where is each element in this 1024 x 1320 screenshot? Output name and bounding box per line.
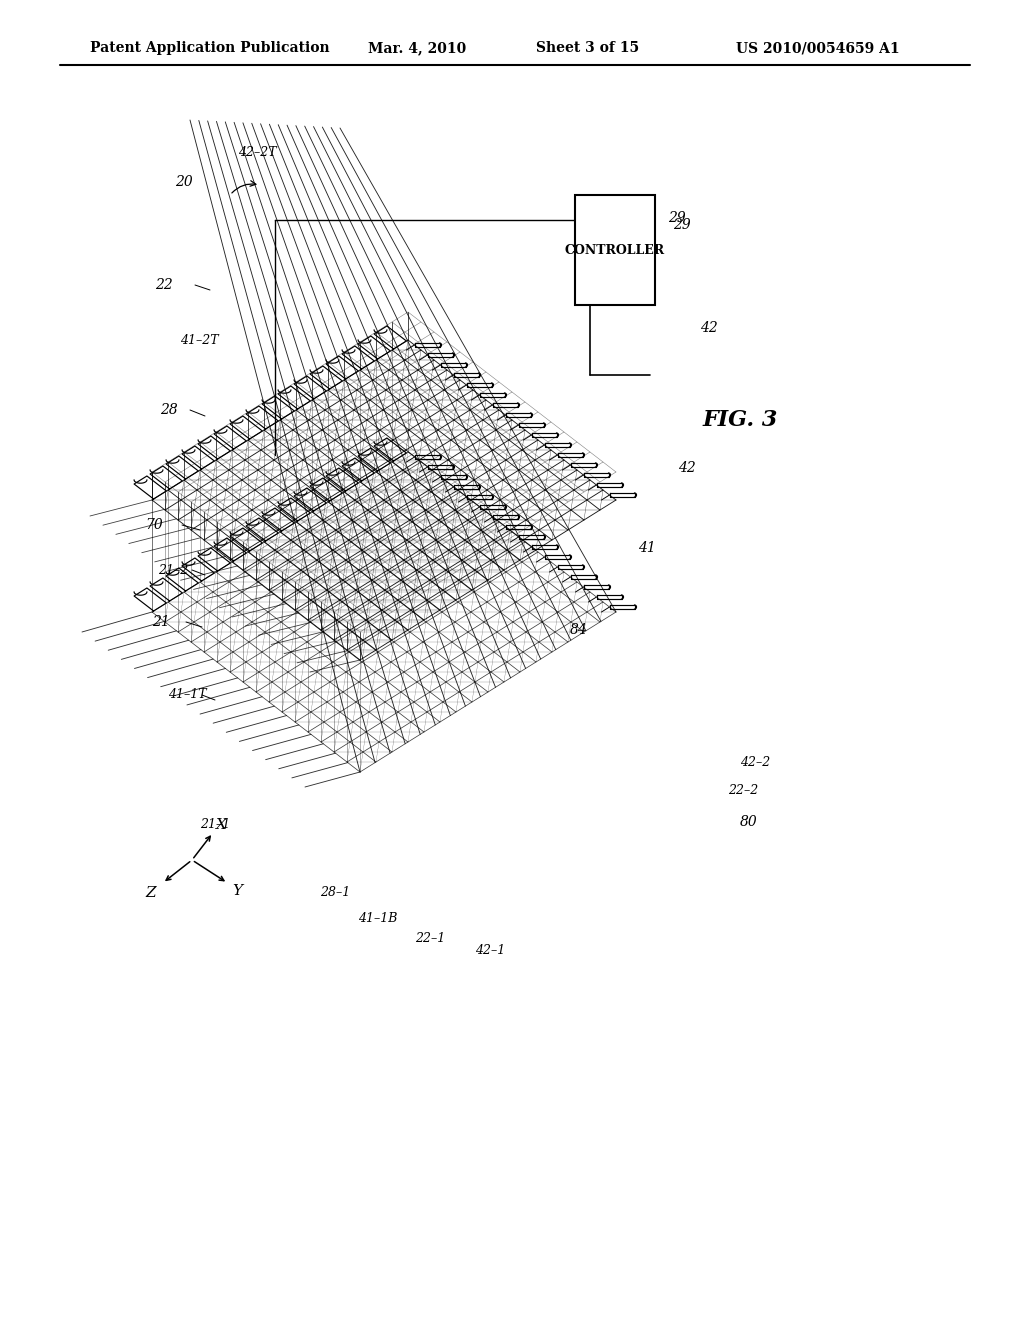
Text: Patent Application Publication: Patent Application Publication	[90, 41, 330, 55]
Text: 29: 29	[673, 218, 691, 232]
Text: FIG. 3: FIG. 3	[702, 409, 777, 432]
Text: 41–1T: 41–1T	[168, 689, 207, 701]
Text: Y: Y	[232, 884, 243, 898]
Text: X: X	[216, 817, 226, 832]
Text: 28–1: 28–1	[319, 886, 350, 899]
Text: Sheet 3 of 15: Sheet 3 of 15	[536, 41, 639, 55]
Text: CONTROLLER: CONTROLLER	[565, 243, 665, 256]
Text: 41–2T: 41–2T	[180, 334, 219, 346]
Bar	[575, 195, 655, 305]
Text: Z: Z	[145, 886, 156, 900]
Text: 80: 80	[740, 814, 758, 829]
Text: 84: 84	[570, 623, 588, 638]
Text: 20: 20	[175, 176, 193, 189]
Text: 41: 41	[638, 541, 655, 554]
Text: 22: 22	[155, 279, 173, 292]
Text: 42–2T: 42–2T	[238, 147, 276, 160]
Text: 42: 42	[678, 461, 695, 475]
Text: 22–1: 22–1	[415, 932, 445, 945]
Text: 70: 70	[145, 517, 163, 532]
Text: 21–2: 21–2	[158, 564, 188, 577]
Text: 28: 28	[160, 403, 178, 417]
Text: 21: 21	[152, 615, 170, 630]
Text: 41–1B: 41–1B	[358, 912, 397, 924]
Text: 29: 29	[668, 211, 686, 224]
Text: Mar. 4, 2010: Mar. 4, 2010	[368, 41, 466, 55]
Text: 42: 42	[700, 321, 718, 335]
Text: 42–2: 42–2	[740, 755, 770, 768]
Text: 22–2: 22–2	[728, 784, 758, 796]
Text: US 2010/0054659 A1: US 2010/0054659 A1	[736, 41, 900, 55]
Text: 42–1: 42–1	[475, 944, 505, 957]
Text: 21–1: 21–1	[200, 818, 230, 832]
